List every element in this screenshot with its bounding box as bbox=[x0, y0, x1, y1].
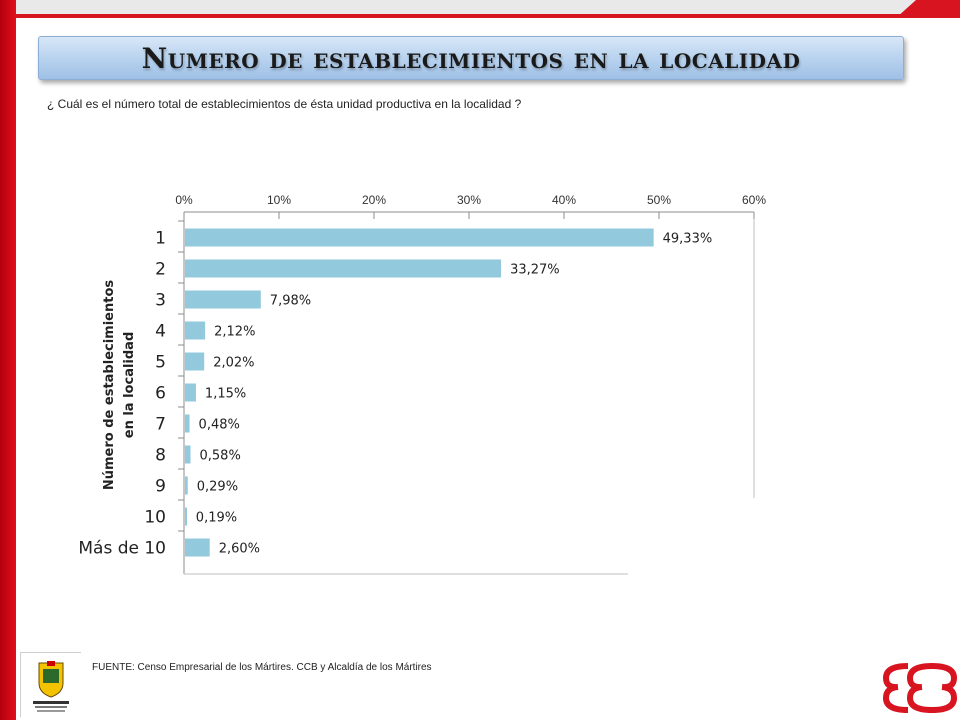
bar bbox=[185, 507, 187, 526]
page-title: Numero de establecimientos en la localid… bbox=[141, 41, 801, 75]
y-axis-title-line: Número de establecimientos bbox=[102, 280, 117, 491]
category-label: 8 bbox=[155, 446, 166, 466]
value-label: 7,98% bbox=[270, 294, 311, 309]
y-axis-title-line: en la localidad bbox=[122, 332, 137, 439]
x-tick-label: 60% bbox=[742, 193, 766, 207]
x-tick-label: 40% bbox=[552, 193, 576, 207]
x-tick-label: 0% bbox=[175, 193, 193, 207]
category-label: 7 bbox=[155, 415, 166, 435]
bar bbox=[185, 290, 261, 309]
value-label: 33,27% bbox=[510, 263, 560, 278]
coat-of-arms-icon bbox=[20, 652, 81, 717]
title-banner: Numero de establecimientos en la localid… bbox=[38, 36, 904, 80]
category-label: Más de 10 bbox=[78, 539, 166, 559]
value-label: 2,60% bbox=[219, 542, 260, 557]
x-tick-label: 50% bbox=[647, 193, 671, 207]
top-accent-band bbox=[16, 0, 960, 18]
bar bbox=[185, 352, 205, 371]
source-footer: FUENTE: Censo Empresarial de los Mártire… bbox=[92, 662, 432, 673]
value-label: 0,29% bbox=[197, 480, 238, 495]
value-label: 1,15% bbox=[205, 387, 246, 402]
category-label: 4 bbox=[155, 322, 166, 342]
category-label: 6 bbox=[155, 384, 166, 404]
x-tick-label: 10% bbox=[267, 193, 291, 207]
bar-chart: 0% 10% 20% 30% 40% 50% 60% 1 49,33% 2 33,27% 3 7,98%… bbox=[78, 193, 766, 575]
value-label: 0,19% bbox=[196, 511, 237, 526]
value-label: 0,48% bbox=[199, 418, 240, 433]
category-label: 10 bbox=[144, 508, 166, 528]
bar bbox=[185, 228, 654, 247]
x-tick-label: 30% bbox=[457, 193, 481, 207]
value-label: 49,33% bbox=[663, 232, 713, 247]
value-label: 2,02% bbox=[213, 356, 254, 371]
category-label: 5 bbox=[155, 353, 166, 373]
category-label: 2 bbox=[155, 260, 166, 280]
bar bbox=[185, 538, 210, 557]
left-accent-bar bbox=[0, 0, 16, 720]
category-label: 3 bbox=[155, 291, 166, 311]
y-axis-title: Número de establecimientos en la localida… bbox=[102, 280, 137, 491]
bar bbox=[185, 445, 191, 464]
x-tick-label: 20% bbox=[362, 193, 386, 207]
value-label: 0,58% bbox=[200, 449, 241, 464]
bar bbox=[185, 414, 190, 433]
survey-question: ¿ Cuál es el número total de establecimi… bbox=[47, 97, 522, 111]
category-label: 1 bbox=[155, 229, 166, 249]
bar bbox=[185, 476, 188, 495]
top-band-graphic bbox=[16, 0, 960, 18]
bar bbox=[185, 321, 206, 340]
category-label: 9 bbox=[155, 477, 166, 497]
ccb-logo-icon bbox=[880, 660, 960, 718]
bar bbox=[185, 383, 196, 402]
bar bbox=[185, 259, 502, 278]
value-label: 2,12% bbox=[214, 325, 255, 340]
